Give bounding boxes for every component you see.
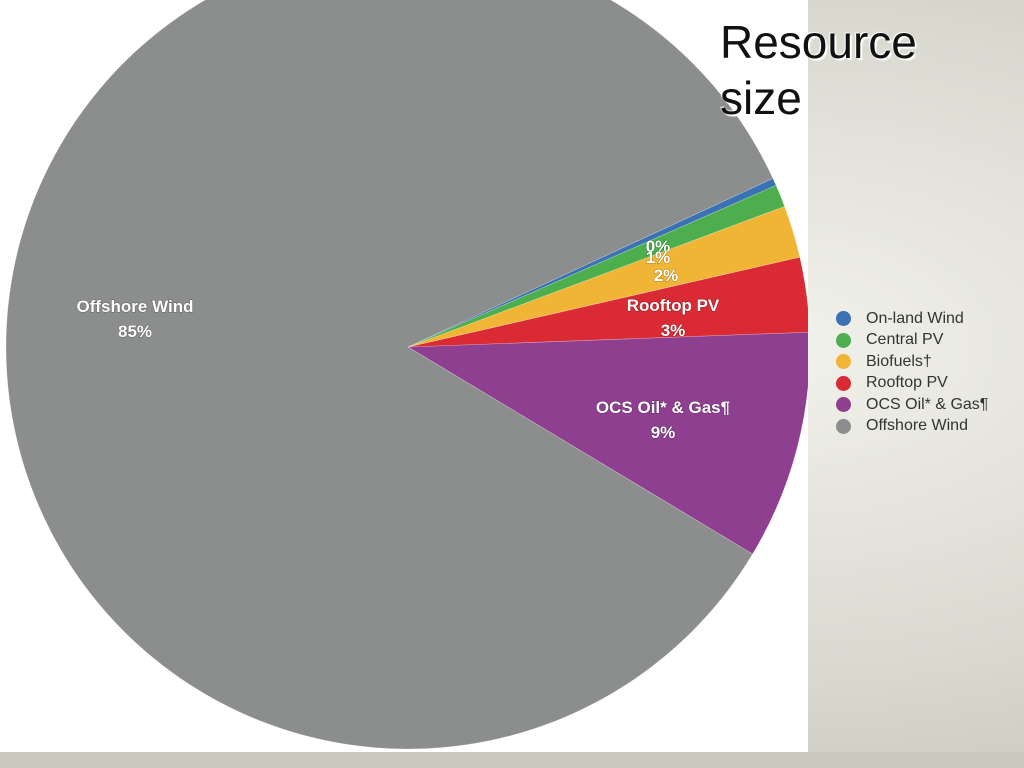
legend-label-ocs-oil-gas: OCS Oil* & Gas¶	[866, 395, 989, 413]
slice-name-label-rooftop-pv: Rooftop PV	[627, 296, 720, 315]
slice-value-label-biofuels: 2%	[654, 266, 679, 285]
pie-slice-offshore-wind	[5, 0, 774, 750]
slice-value-label-ocs-oil-gas: 9%	[651, 423, 676, 442]
legend-item-biofuels: Biofuels†	[836, 351, 988, 373]
slice-name-label-offshore-wind: Offshore Wind	[77, 297, 194, 316]
legend-label-biofuels: Biofuels†	[866, 352, 932, 370]
legend-swatch-rooftop-pv	[836, 375, 851, 391]
slice-value-label-central-pv: 1%	[646, 248, 671, 267]
legend: On-land Wind Central PV Biofuels† Rooftop P…	[836, 308, 988, 437]
legend-swatch-central-pv	[836, 332, 851, 348]
pie-slice-on-land-wind	[407, 177, 777, 348]
slice-value-label-rooftop-pv: 3%	[661, 321, 686, 340]
legend-swatch-ocs-oil-gas	[836, 397, 851, 413]
chart-panel: 0% 1% 2% Rooftop PV 3% OCS Oil* & Gas¶ 9% Offsh…	[5, 0, 808, 750]
pie-slice-rooftop-pv	[407, 256, 808, 348]
pie-chart: 0%1%2% Rooftop PV 3% OCS Oil* & Gas¶ 9% Offsh…	[5, 0, 808, 750]
legend-item-central-pv: Central PV	[836, 330, 988, 352]
page-title: Resource size	[720, 16, 917, 124]
legend-label-offshore-wind: Offshore Wind	[866, 417, 968, 435]
legend-item-rooftop-pv: Rooftop PV	[836, 373, 988, 395]
slice-name-label-ocs-oil-gas: OCS Oil* & Gas¶	[596, 398, 730, 417]
legend-label-central-pv: Central PV	[866, 331, 944, 349]
legend-swatch-on-land-wind	[836, 311, 851, 327]
slice-value-label-on-land-wind: 0%	[646, 237, 671, 256]
pie-slice-central-pv	[407, 184, 785, 348]
legend-item-on-land-wind: On-land Wind	[836, 308, 988, 330]
legend-swatch-offshore-wind	[836, 418, 851, 434]
pie-slice-biofuels	[407, 205, 801, 348]
legend-label-on-land-wind: On-land Wind	[866, 309, 964, 327]
legend-swatch-biofuels	[836, 354, 851, 370]
bottom-strip	[0, 752, 1024, 768]
slice-value-label-offshore-wind: 85%	[118, 322, 152, 341]
pie-slice-ocs-oil-gas	[406, 331, 808, 555]
legend-item-offshore-wind: Offshore Wind	[836, 416, 988, 438]
legend-label-rooftop-pv: Rooftop PV	[866, 374, 948, 392]
legend-item-ocs-oil-gas: OCS Oil* & Gas¶	[836, 394, 988, 416]
